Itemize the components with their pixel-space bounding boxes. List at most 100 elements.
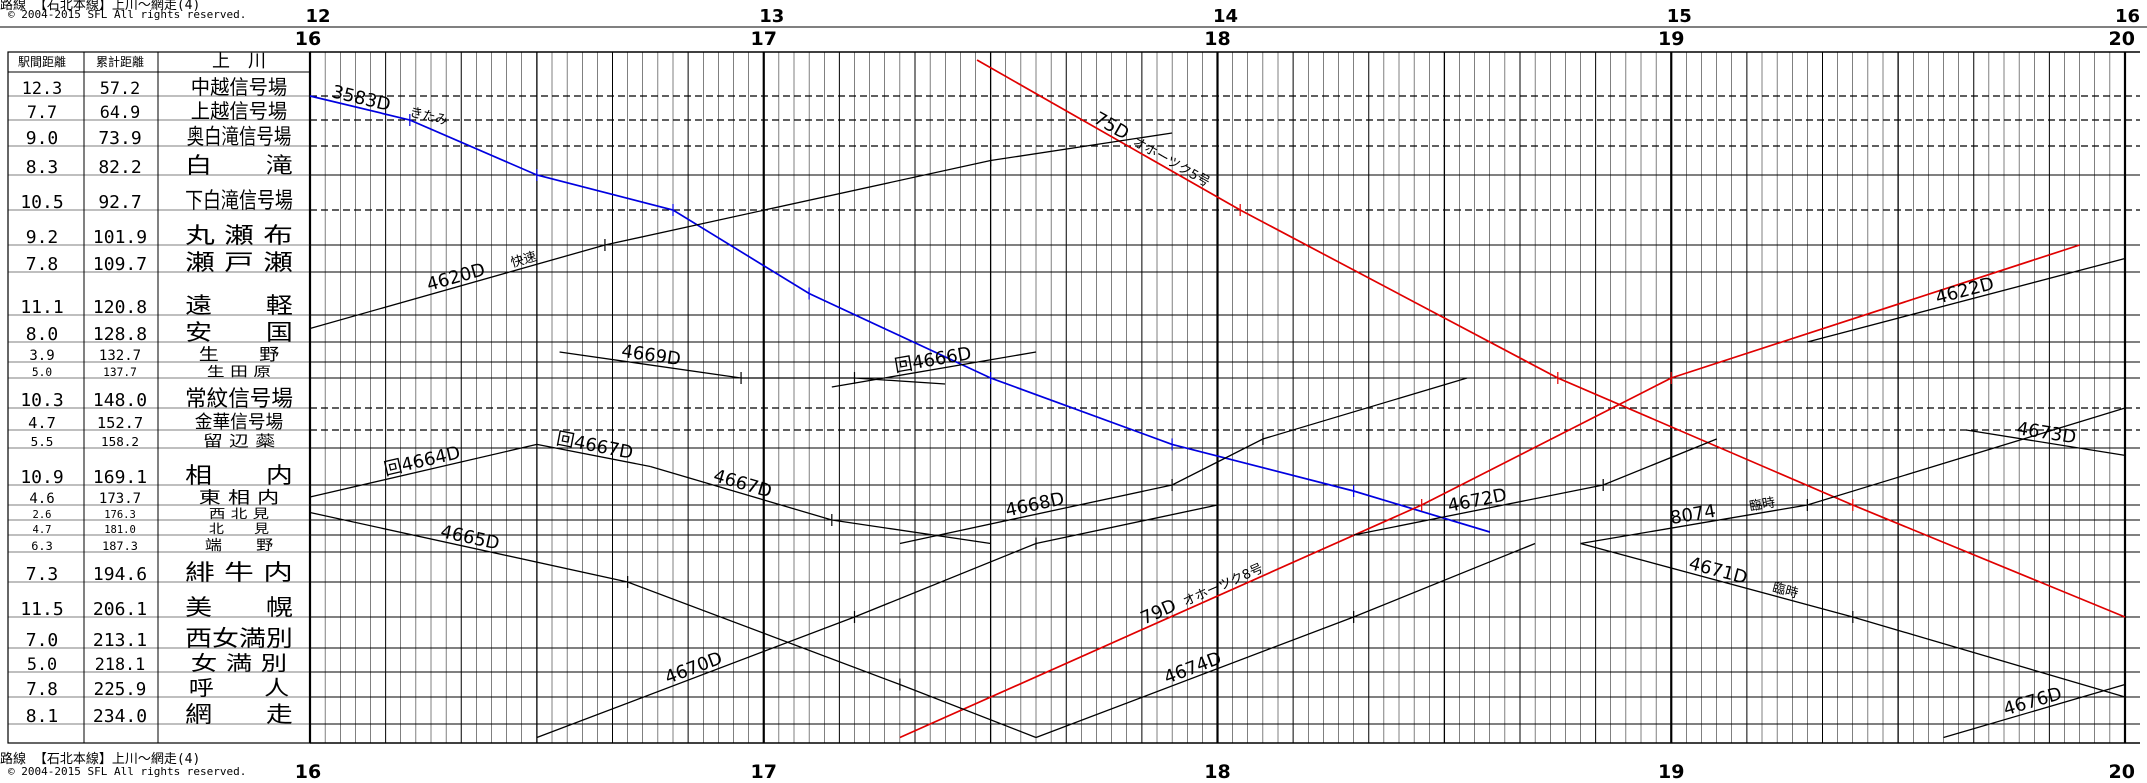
station-cumulative-distance: 64.9	[100, 102, 140, 122]
station-interval-distance: 9.2	[26, 227, 59, 248]
station-interval-distance: 8.0	[26, 324, 59, 345]
time-grid	[0, 26, 2147, 744]
train-4620D: 4620D 快速	[309, 132, 1173, 330]
station-cumulative-distance: 194.6	[93, 564, 147, 585]
station-interval-distance: 2.6	[33, 509, 52, 521]
column-header-interval: 駅間距離	[18, 55, 66, 69]
station-interval-distance: 7.0	[26, 630, 59, 651]
footer-title-caption: 路線 【石北本線】上川～網走(4)	[0, 752, 201, 767]
train-name-label: きたみ	[408, 105, 449, 129]
station-cumulative-distance: 152.7	[97, 414, 143, 432]
station-cumulative-distance: 187.3	[102, 539, 138, 553]
column-header-cumulative: 累計距離	[96, 54, 144, 69]
train-path	[536, 504, 1218, 739]
station-cumulative-distance: 128.8	[93, 324, 147, 345]
station-name: 東 相 内	[199, 488, 279, 507]
station-cumulative-distance: 213.1	[93, 630, 147, 651]
station-name: 遠 軽	[185, 294, 293, 319]
train-path	[1943, 683, 2126, 739]
station-name: 生 野	[199, 345, 279, 364]
hour-label-bottom: 18	[1204, 761, 1230, 783]
station-interval-distance: 8.1	[26, 706, 59, 727]
train-name-label: 快速	[509, 250, 538, 272]
station-interval-distance: 10.9	[20, 467, 63, 488]
train-path	[309, 511, 1037, 739]
station-name: 丸 瀬 布	[185, 224, 293, 249]
station-cumulative-distance: 148.0	[93, 390, 147, 411]
train-path	[899, 377, 1468, 545]
station-cumulative-distance: 132.7	[99, 348, 141, 364]
train-name-label: 臨時	[1748, 496, 1776, 515]
train-4670D: 4670D	[536, 504, 1218, 739]
station-name: 常紋信号場	[185, 387, 293, 412]
train-number-label: 4671D	[1687, 553, 1750, 589]
station-name: 奥白滝信号場	[187, 125, 291, 150]
station-name: 西 北 見	[209, 507, 269, 521]
hour-label-bottom: 20	[2109, 761, 2135, 783]
column-header-origin-station: 上 川	[212, 51, 266, 72]
hour-label-top: 18	[1204, 28, 1230, 50]
station-name: 西女満別	[185, 627, 293, 652]
station-interval-distance: 10.5	[20, 192, 63, 213]
station-name: 安 国	[185, 321, 293, 346]
station-interval-distance: 9.0	[26, 128, 59, 149]
train-number-label: 回4666D	[893, 343, 973, 377]
prev-page-hour-label: 12	[305, 6, 330, 27]
station-cumulative-distance: 137.7	[103, 366, 137, 379]
prev-page-hour-label: 14	[1213, 6, 1238, 27]
hour-label-top: 16	[295, 28, 321, 50]
train-path	[1035, 542, 1536, 739]
station-interval-distance: 4.7	[28, 414, 56, 432]
station-cumulative-distance: 218.1	[95, 654, 146, 674]
station-table: 駅間距離 累計距離 上 川 12.3 57.2 中越信号場 7.7 64.9 上越信号場 9…	[7, 51, 311, 744]
station-interval-distance: 3.9	[29, 348, 54, 364]
train-number-label: 4676D	[2001, 683, 2064, 720]
train-number-label: 回4667D	[555, 428, 635, 463]
station-cumulative-distance: 169.1	[93, 467, 147, 488]
station-cumulative-distance: 109.7	[93, 254, 147, 275]
train-4674D: 4674D	[1035, 542, 1536, 739]
station-interval-distance: 5.0	[27, 654, 57, 674]
train-path	[831, 351, 1037, 388]
station-cumulative-distance: 82.2	[98, 157, 141, 178]
station-interval-distance: 12.3	[22, 78, 62, 98]
station-interval-distance: 5.5	[31, 434, 54, 449]
station-interval-distance: 10.3	[20, 390, 63, 411]
station-name: 北 見	[209, 522, 269, 536]
table-border	[7, 51, 311, 744]
train-number-label: 4674D	[1161, 648, 1224, 689]
station-interval-distance: 7.7	[27, 102, 57, 122]
station-interval-distance: 11.5	[20, 599, 63, 620]
train-number-label: 4668D	[1003, 488, 1066, 521]
train-name-label: オホーツク8号	[1181, 561, 1266, 610]
station-cumulative-distance: 176.3	[104, 509, 136, 521]
train-name-label: オホーツク5号	[1130, 135, 1212, 191]
hour-label-top: 17	[751, 28, 777, 50]
hour-label-bottom: 16	[295, 761, 321, 783]
prev-page-hour-label: 15	[1667, 6, 1692, 27]
hour-label-top: 20	[2109, 28, 2135, 50]
train-number-label: 4672D	[1446, 484, 1509, 516]
train-回4664D: 回4664D	[309, 442, 538, 498]
prev-page-hour-label: 16	[2115, 6, 2140, 27]
station-interval-distance: 6.3	[31, 539, 52, 553]
station-cumulative-distance: 73.9	[98, 128, 141, 149]
station-name: 網 走	[185, 703, 293, 728]
header-copyright: © 2004-2015 SFL All rights reserved.	[8, 8, 247, 21]
train-number-label: 3583D	[330, 81, 393, 115]
station-cumulative-distance: 101.9	[93, 227, 147, 248]
station-interval-distance: 7.8	[26, 254, 59, 275]
station-cumulative-distance: 57.2	[100, 78, 140, 98]
train-4622D: 4622D	[1807, 257, 2126, 343]
station-interval-distance: 5.0	[32, 366, 52, 379]
station-cumulative-distance: 120.8	[93, 297, 147, 318]
station-name: 生 田 原	[207, 364, 271, 380]
station-cumulative-distance: 173.7	[99, 491, 141, 507]
station-name: 緋 牛 内	[185, 561, 293, 586]
train-name-label: 臨時	[1771, 580, 1800, 601]
station-name: 美 幌	[185, 596, 293, 621]
hour-label-bottom: 19	[1658, 761, 1684, 783]
